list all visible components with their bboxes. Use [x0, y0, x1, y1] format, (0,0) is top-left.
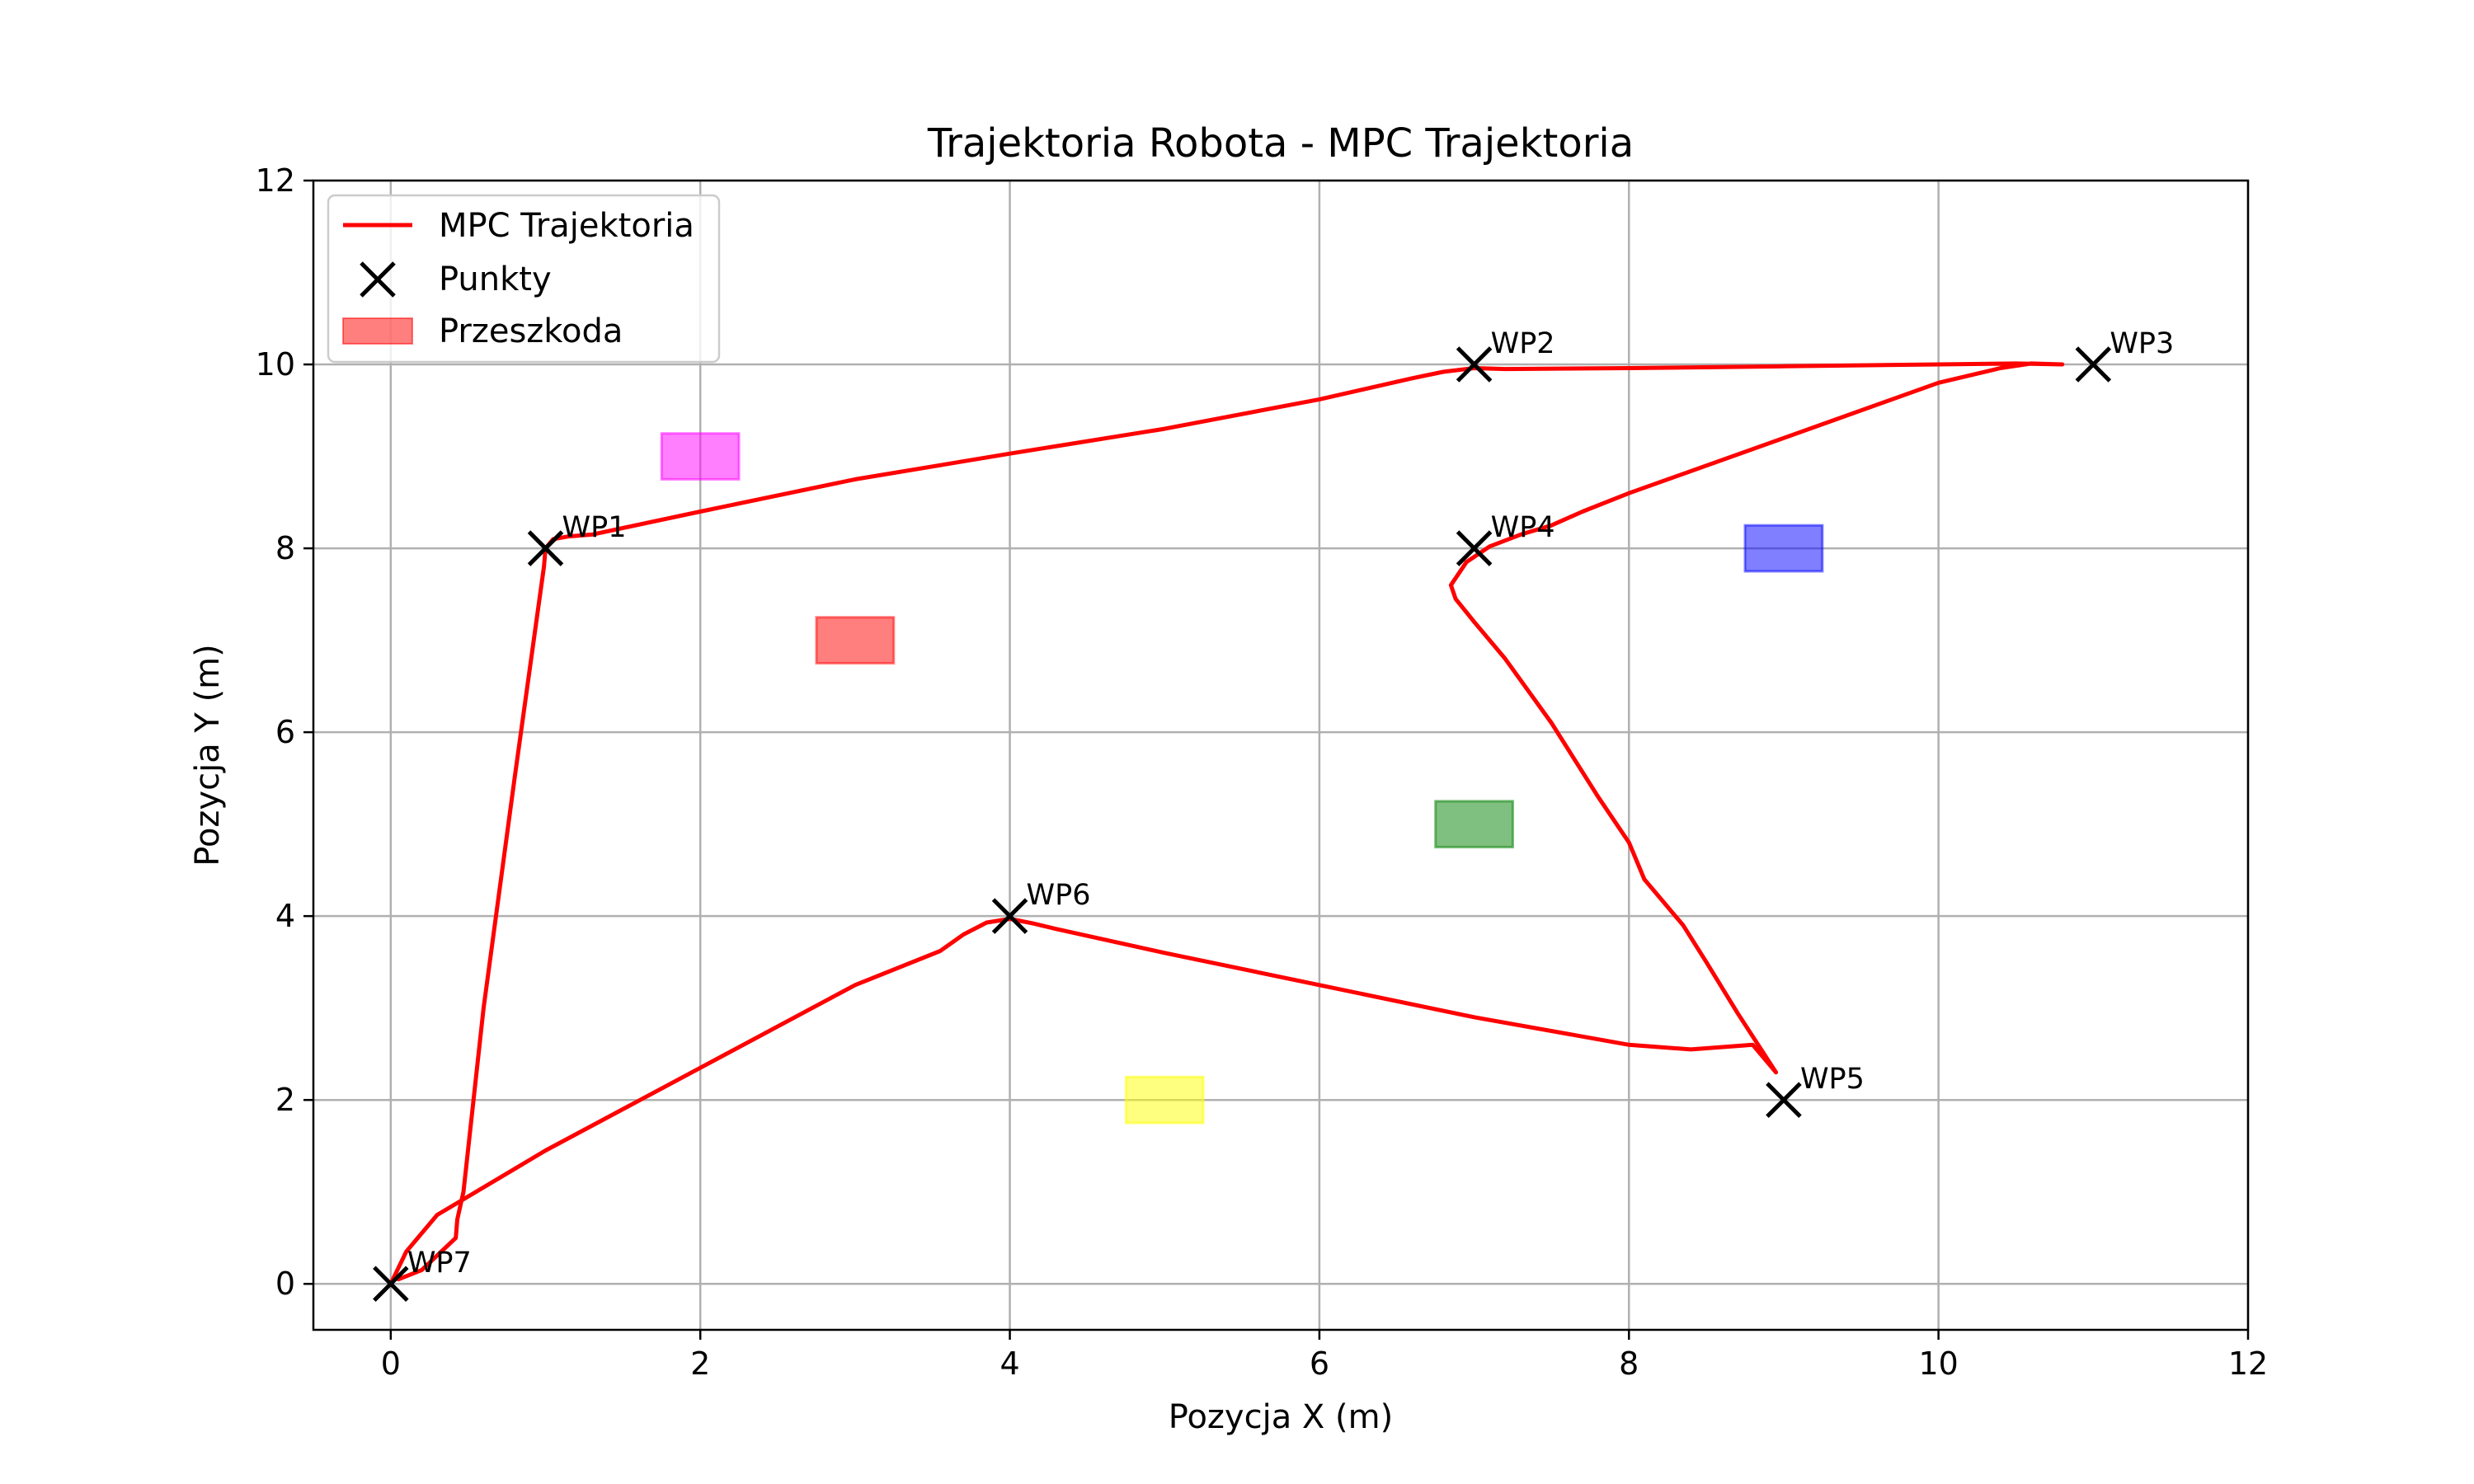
y-tick-label: 4: [275, 898, 295, 934]
legend-box: [327, 194, 721, 364]
waypoint-x-marker: [527, 530, 564, 566]
waypoint-label: WP4: [1491, 511, 1555, 544]
x-tick-label: 12: [2228, 1345, 2268, 1382]
waypoint-label: WP3: [2109, 327, 2174, 360]
waypoint-x-marker: [2075, 346, 2112, 383]
x-tick-label: 0: [381, 1345, 401, 1382]
y-axis-ticks: 0 2 4 6 8 10 12: [256, 162, 313, 1302]
chart-title: Trajektoria Robota - MPC Trajektoria: [927, 120, 1634, 167]
waypoint-label: WP2: [1491, 327, 1555, 360]
x-tick-label: 8: [1619, 1345, 1639, 1382]
y-tick-label: 8: [275, 530, 295, 566]
obstacle-rect: [1434, 800, 1515, 849]
y-tick-label: 12: [256, 162, 295, 199]
legend-x-marker-icon: [360, 261, 396, 298]
legend-label-obstacle: Przeszkoda: [439, 312, 623, 350]
obstacle-rect: [1124, 1075, 1205, 1125]
waypoint-label: WP7: [407, 1247, 472, 1280]
trajectory-layer: [388, 361, 2065, 1286]
y-axis-label: Pozycja Y (m): [189, 644, 227, 866]
obstacle-rect: [815, 616, 896, 665]
waypoint-label: WP6: [1027, 879, 1091, 912]
waypoint-x-marker: [1456, 530, 1493, 566]
x-axis-label: Pozycja X (m): [1169, 1398, 1393, 1436]
waypoint-label: WP5: [1800, 1063, 1865, 1096]
waypoint-x-marker: [991, 898, 1028, 934]
legend-label-points: Punkty: [439, 261, 552, 298]
x-tick-label: 10: [1918, 1345, 1958, 1382]
y-tick-label: 10: [256, 346, 295, 383]
y-tick-label: 2: [275, 1082, 295, 1118]
legend-label-trajectory: MPC Trajektoria: [439, 207, 694, 245]
x-tick-label: 4: [999, 1345, 1019, 1382]
waypoints-layer: WP1 WP2 WP3 WP4 WP5 WP6 WP7: [373, 327, 2174, 1303]
obstacles-layer: [660, 432, 1824, 1125]
waypoint-x-marker: [1456, 346, 1493, 383]
legend-obstacle-swatch: [342, 317, 413, 345]
obstacle-rect: [1743, 524, 1824, 573]
axes-frame: [312, 179, 2250, 1331]
y-tick-label: 6: [275, 714, 295, 750]
x-tick-label: 2: [690, 1345, 710, 1382]
waypoint-label: WP1: [562, 511, 627, 544]
mpc-trajectory-line: [388, 361, 2065, 1286]
y-tick-label: 0: [275, 1266, 295, 1302]
waypoint-x-marker: [373, 1266, 409, 1303]
legend: MPC Trajektoria Punkty Przeszkoda: [327, 194, 721, 364]
x-axis-ticks: 0 2 4 6 8 10 12: [381, 1330, 2268, 1382]
obstacle-rect: [660, 432, 741, 481]
waypoint-x-marker: [1766, 1082, 1802, 1118]
x-tick-label: 6: [1310, 1345, 1329, 1382]
